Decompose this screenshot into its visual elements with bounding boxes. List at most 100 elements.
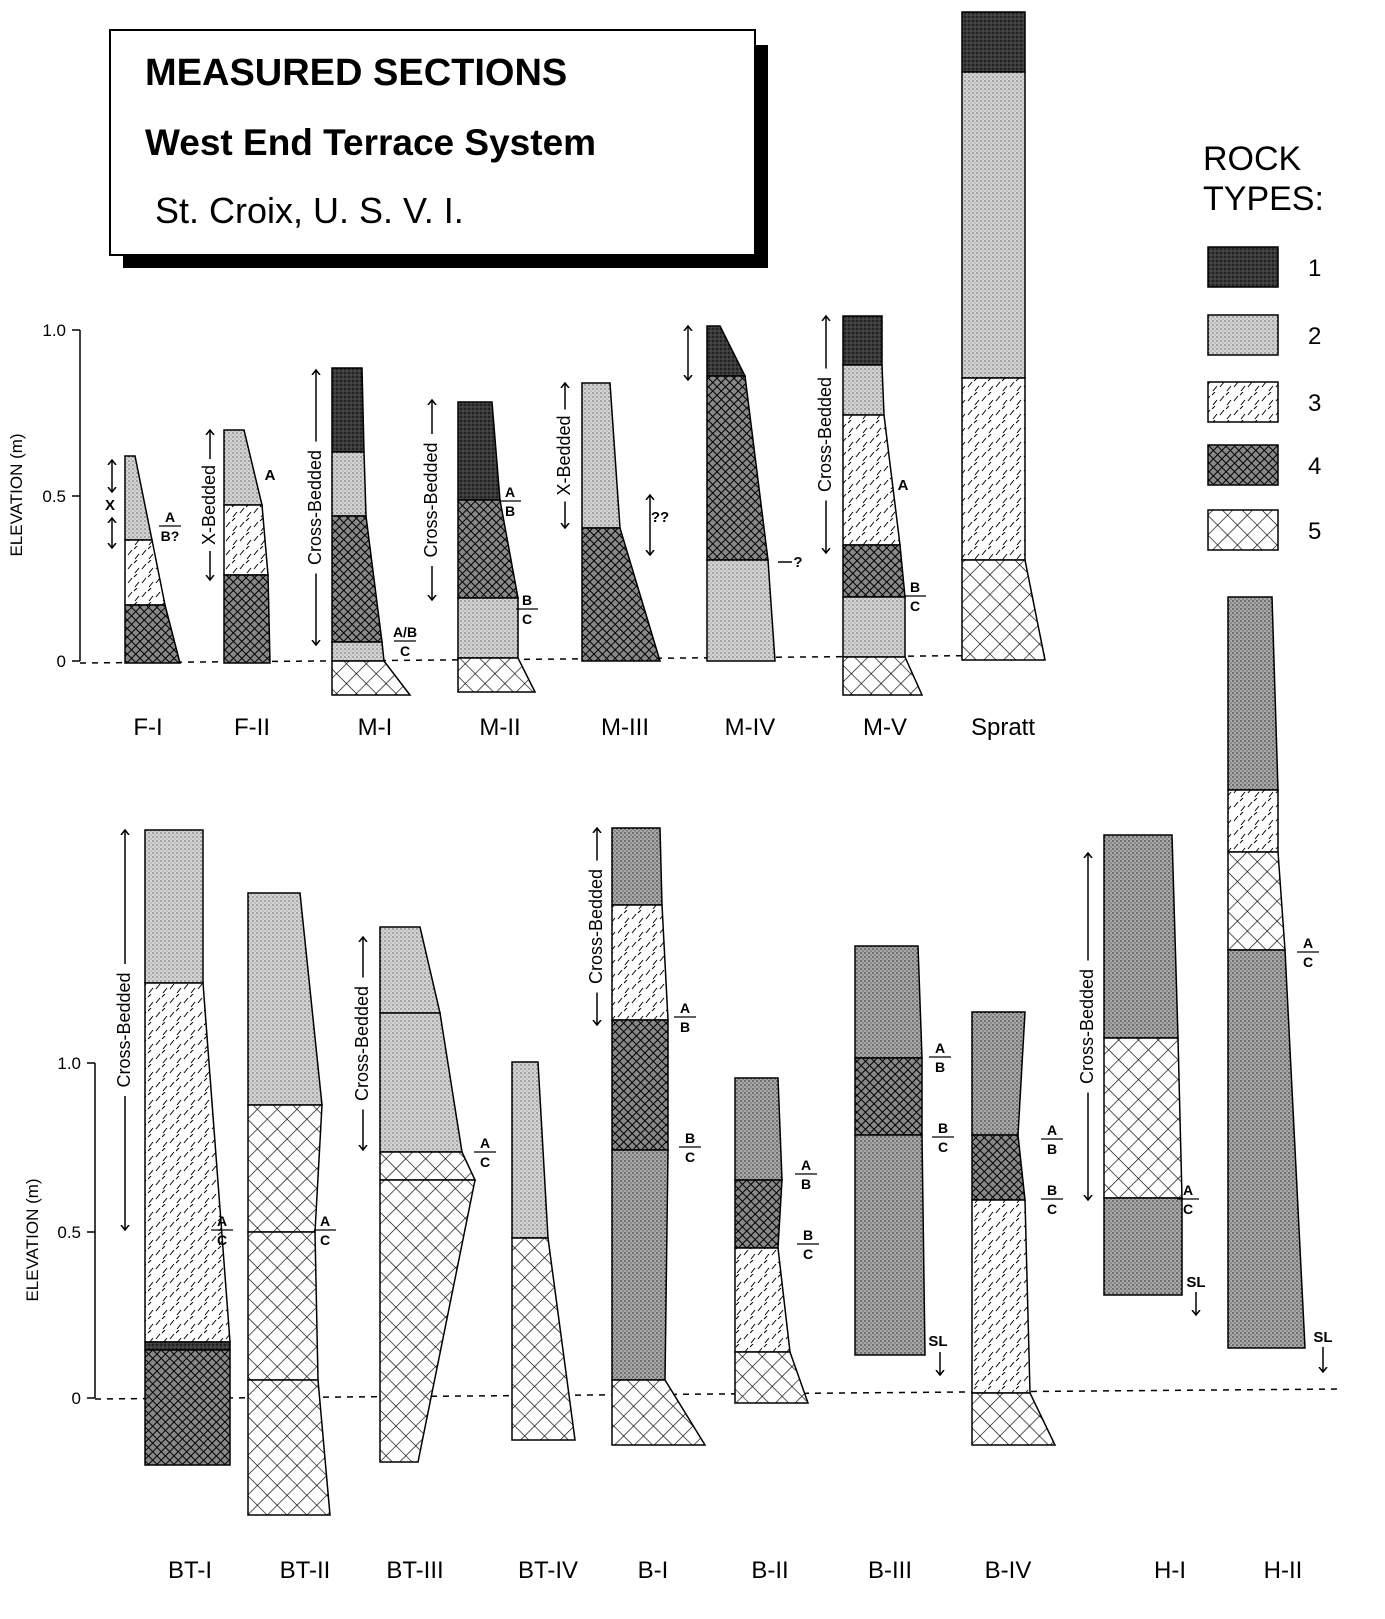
rock-layer: [331, 660, 412, 696]
title: MEASURED SECTIONS: [145, 52, 567, 94]
contact-top: B: [938, 1120, 948, 1136]
y-tick-label: 0.5: [42, 487, 66, 506]
bedding-label: Cross-Bedded: [586, 869, 606, 984]
rock-layer: [223, 504, 269, 576]
rock-layer: [247, 892, 323, 1106]
legend-swatch: [1207, 444, 1279, 486]
contact-top: A: [320, 1213, 330, 1229]
contact-bottom: C: [803, 1246, 813, 1262]
rock-layer: [331, 641, 385, 662]
contact-bottom: B: [1047, 1141, 1057, 1157]
legend-swatch: [1207, 381, 1279, 423]
rock-layer: [734, 1247, 791, 1353]
contact-top: A: [217, 1213, 227, 1229]
rock-layer: [124, 539, 166, 606]
rock-layer: [706, 375, 769, 561]
section-label: BT-IV: [518, 1557, 578, 1584]
contact-top: A: [1303, 935, 1313, 951]
rock-layer: [734, 1351, 810, 1404]
legend-label: 3: [1308, 390, 1321, 417]
y-axis-label: ELEVATION (m): [23, 1178, 42, 1301]
rock-layer: [961, 11, 1026, 73]
section-label: BT-II: [280, 1557, 331, 1584]
section-label: B-I: [638, 1557, 669, 1584]
contact-bottom: C: [400, 643, 410, 659]
legend-swatch: [1207, 509, 1279, 551]
y-tick-label: 1.0: [57, 1054, 81, 1073]
rock-layer: [842, 364, 885, 416]
rock-layer: [734, 1179, 783, 1249]
legend-swatch: [1207, 246, 1279, 288]
contact-top: A: [505, 484, 515, 500]
rock-layer: [457, 657, 537, 693]
rock-layer: [581, 382, 621, 529]
annotation: SL: [1313, 1329, 1332, 1346]
section-label: Spratt: [971, 714, 1035, 741]
rock-layer: [971, 1199, 1031, 1394]
section-label: H-I: [1154, 1557, 1186, 1584]
rock-layer: [331, 515, 383, 643]
rock-layer: [144, 1341, 231, 1351]
legend-title: TYPES:: [1203, 180, 1324, 218]
annotation: ??: [651, 509, 669, 526]
contact-top: A: [165, 509, 175, 525]
y-tick-label: 0: [57, 652, 66, 671]
contact-bottom: B: [680, 1019, 690, 1035]
contact-top: B: [803, 1227, 813, 1243]
legend-title: ROCK: [1203, 140, 1302, 178]
section-label: B-IV: [985, 1557, 1032, 1584]
rock-layer: [1103, 1197, 1183, 1296]
annotation: SL: [1186, 1274, 1205, 1291]
location: St. Croix, U. S. V. I.: [155, 190, 464, 231]
bedding-label: Cross-Bedded: [815, 377, 835, 492]
rock-layer: [223, 574, 271, 664]
section-label: H-II: [1264, 1557, 1303, 1584]
rock-layer: [706, 559, 776, 662]
rock-layer: [842, 315, 883, 366]
subtitle: West End Terrace System: [145, 122, 596, 163]
contact-top: B: [685, 1130, 695, 1146]
contact-bottom: C: [217, 1232, 227, 1248]
bedding-label: Cross-Bedded: [305, 450, 325, 565]
rock-layer: [611, 1379, 707, 1446]
contact-top: A/B: [393, 624, 417, 640]
rock-layer: [1227, 851, 1286, 951]
contact-bottom: B: [935, 1059, 945, 1075]
contact-bottom: C: [685, 1149, 695, 1165]
legend-swatch: [1207, 314, 1279, 356]
legend-label: 5: [1308, 518, 1321, 545]
rock-layer: [144, 829, 204, 984]
contact-top: B: [910, 579, 920, 595]
contact-bottom: C: [1047, 1201, 1057, 1217]
rock-layer: [1227, 596, 1279, 791]
section-label: M-II: [479, 714, 520, 741]
section-label: M-III: [601, 714, 649, 741]
rock-layer: [511, 1237, 576, 1441]
rock-layer: [247, 1231, 319, 1381]
contact-top: B: [1047, 1182, 1057, 1198]
rock-layer: [961, 377, 1026, 561]
rock-layer: [611, 904, 669, 1021]
rock-layer: [331, 367, 365, 453]
contact-bottom: B: [801, 1176, 811, 1192]
bedding-label: Cross-Bedded: [352, 986, 372, 1101]
y-tick-label: 0.5: [57, 1223, 81, 1242]
contact-top: A: [480, 1135, 490, 1151]
rock-layer: [842, 596, 906, 658]
rock-layer: [457, 597, 519, 659]
y-axis-label: ELEVATION (m): [7, 433, 26, 556]
rock-layer: [971, 1392, 1057, 1446]
bedding-label: Cross-Bedded: [1077, 969, 1097, 1084]
contact-top: A: [1047, 1122, 1057, 1138]
contact-top: A: [680, 1000, 690, 1016]
rock-layer: [971, 1011, 1026, 1136]
section-label: BT-I: [168, 1557, 212, 1584]
section-label: F-I: [133, 714, 162, 741]
rock-layer: [842, 544, 906, 598]
rock-layer: [223, 429, 263, 506]
bedding-label: X-Bedded: [199, 465, 219, 545]
legend-label: 1: [1308, 255, 1321, 282]
rock-layer: [379, 1012, 463, 1153]
